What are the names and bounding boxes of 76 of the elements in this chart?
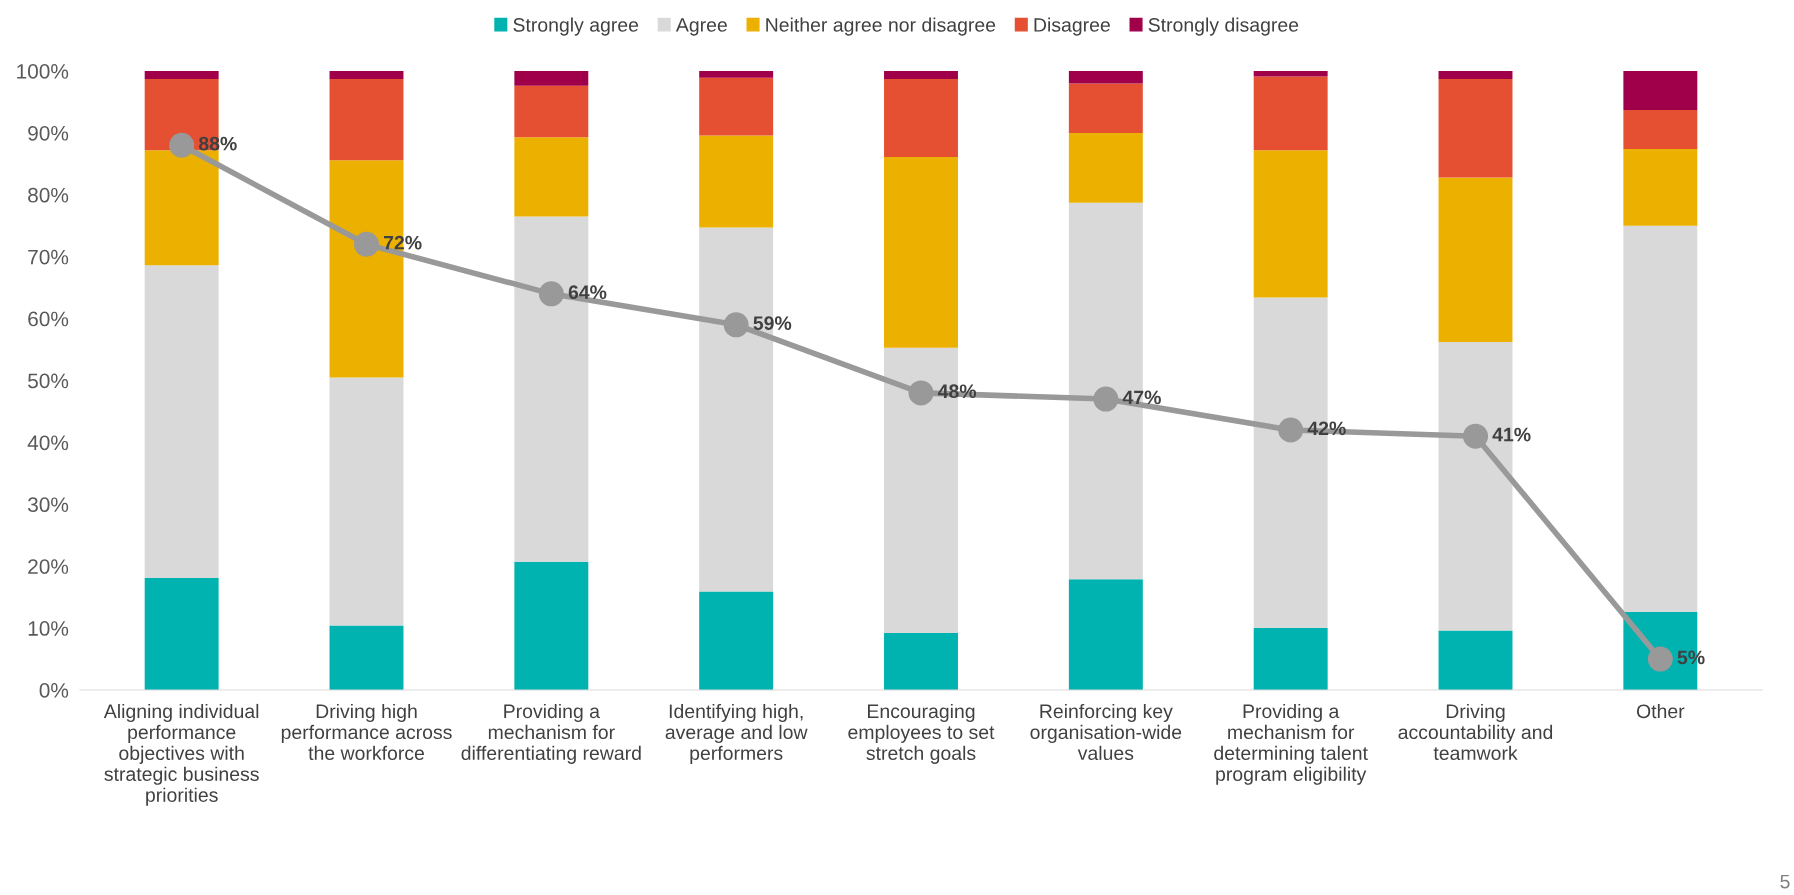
point	[538, 281, 564, 307]
bar	[699, 71, 774, 78]
y-tick-label: 20%	[28, 559, 69, 574]
bar	[144, 71, 219, 80]
point	[1462, 423, 1489, 449]
x-tick-label: Driving high performance across the workforce	[281, 703, 452, 761]
point	[1278, 417, 1304, 443]
y-tick-label: 50%	[28, 373, 69, 389]
bar	[884, 633, 958, 690]
bar	[884, 71, 958, 80]
y-tick-label: 0%	[39, 683, 69, 698]
x-tick-label: Providing a mechanism for determining talent program eligibility	[1214, 703, 1368, 785]
data-label: 47%	[1122, 390, 1161, 405]
data-label: 72%	[384, 235, 422, 250]
bar	[1068, 83, 1143, 133]
bar	[1068, 71, 1143, 84]
bar	[1438, 630, 1513, 690]
bar	[1623, 148, 1698, 226]
bar	[144, 265, 219, 578]
bar	[329, 625, 404, 690]
bar	[884, 157, 958, 348]
y-tick-label: 70%	[28, 249, 69, 265]
text: 5	[1780, 874, 1790, 889]
bar	[329, 79, 404, 161]
bar	[1253, 76, 1328, 151]
bar	[1253, 628, 1328, 690]
bar	[144, 150, 219, 266]
x-tick-label: Driving accountability and teamwork	[1398, 703, 1553, 761]
bar	[329, 71, 404, 80]
x-tick-label: Identifying high, average and low performers	[665, 703, 808, 764]
y-tick-label: 10%	[28, 621, 69, 636]
legend-label: Strongly disagree	[1148, 17, 1299, 36]
point	[908, 380, 934, 406]
x-tick-label: Reinforcing key organisation-wide values	[1030, 703, 1182, 761]
point	[169, 132, 195, 158]
bar	[1253, 71, 1328, 77]
bar	[514, 137, 589, 217]
x-tick-label: Providing a mechanism for differentiating reward	[461, 703, 641, 764]
bar	[514, 561, 589, 690]
y-tick-label: 60%	[28, 311, 69, 327]
x-tick-label: Other	[1636, 703, 1685, 719]
legend-label: Neither agree nor disagree	[766, 17, 996, 36]
point	[1093, 386, 1119, 412]
bar	[144, 577, 219, 690]
bar	[1253, 150, 1328, 298]
bar	[699, 135, 774, 228]
y-tick-label: 40%	[27, 435, 69, 451]
y-tick-label: 90%	[28, 125, 69, 141]
data-label: 41%	[1492, 427, 1531, 442]
bar	[699, 591, 774, 690]
bar	[1623, 110, 1698, 149]
bar	[1068, 132, 1143, 203]
y-tick-label: 30%	[27, 497, 69, 513]
legend-label: Agree	[675, 18, 727, 36]
legend-label: Disagree	[1034, 17, 1110, 36]
point	[353, 231, 379, 257]
bar	[1438, 79, 1513, 178]
bar	[1438, 177, 1513, 343]
bar	[1068, 579, 1143, 690]
bar	[1623, 71, 1698, 110]
bar	[514, 85, 589, 138]
legend-label: Strongly agree	[513, 17, 639, 36]
bar	[699, 77, 774, 136]
bar	[884, 79, 958, 158]
bar	[1438, 71, 1513, 80]
point	[723, 312, 749, 338]
y-tick-label: 100%	[17, 64, 69, 79]
bar	[514, 71, 589, 86]
y-tick-label: 80%	[28, 187, 69, 203]
bar	[329, 377, 404, 626]
data-label: 48%	[937, 384, 977, 399]
data-label: 59%	[753, 316, 792, 331]
x-tick-label: Encouraging employees to set stretch goals	[848, 703, 995, 764]
x-tick-label: Aligning individual performance objectives with strategic business priorities	[103, 703, 259, 806]
bar	[1623, 225, 1698, 613]
data-label: 64%	[568, 285, 607, 300]
